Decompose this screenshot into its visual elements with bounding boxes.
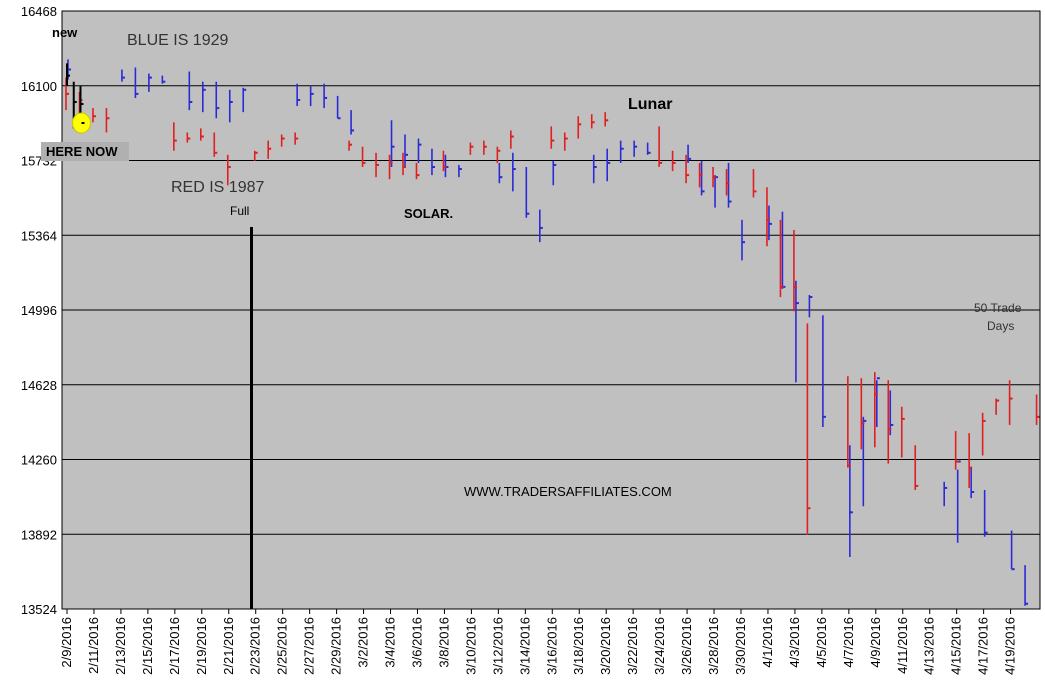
y-tick-label: 13892 (21, 527, 57, 542)
x-tick-label: 3/8/2016 (436, 617, 451, 668)
y-axis: 1646816100157321536414996146281426013892… (21, 4, 57, 617)
x-axis: 2/9/2016 2/11/2016 2/13/2016 2/15/2016 2/17/… (59, 609, 1018, 675)
x-tick-label: 4/5/2016 (814, 617, 829, 668)
x-tick-label: 2/17/2016 (167, 617, 182, 675)
x-tick-label: 3/26/2016 (679, 617, 694, 675)
annotation-website: WWW.TRADERSAFFILIATES.COM (464, 484, 672, 499)
price-bars (65, 59, 1040, 606)
y-tick-label: 16100 (21, 79, 57, 94)
x-tick-label: 2/19/2016 (194, 617, 209, 675)
x-tick-label: 3/30/2016 (733, 617, 748, 675)
x-tick-label: 2/29/2016 (329, 617, 344, 675)
x-tick-label: 4/13/2016 (922, 617, 937, 675)
x-tick-label: 4/7/2016 (841, 617, 856, 668)
x-tick-label: 2/9/2016 (59, 617, 74, 668)
annotation-blue-label: BLUE IS 1929 (127, 32, 229, 49)
x-tick-label: 3/6/2016 (409, 617, 424, 668)
full-moon-marker (250, 227, 253, 609)
x-tick-label: 3/10/2016 (463, 617, 478, 675)
x-tick-label: 3/24/2016 (652, 617, 667, 675)
annotation-trade-days-2: Days (987, 319, 1014, 333)
x-tick-label: 3/4/2016 (383, 617, 398, 668)
x-tick-label: 2/15/2016 (140, 617, 155, 675)
x-tick-label: 4/11/2016 (895, 617, 910, 674)
x-tick-label: 2/23/2016 (248, 617, 263, 675)
x-tick-label: 4/1/2016 (760, 617, 775, 668)
y-tick-label: 15364 (21, 228, 57, 243)
x-tick-label: 4/19/2016 (1003, 617, 1018, 675)
x-tick-label: 2/13/2016 (113, 617, 128, 675)
x-tick-label: 3/16/2016 (544, 617, 559, 675)
y-tick-label: 14260 (21, 453, 57, 468)
x-tick-label: 3/20/2016 (598, 617, 613, 675)
y-tick-label: 16468 (21, 4, 57, 19)
x-tick-label: 3/14/2016 (517, 617, 532, 675)
x-tick-label: 3/12/2016 (490, 617, 505, 675)
x-tick-label: 2/11/2016 (86, 617, 101, 674)
annotation-full: Full (230, 204, 249, 218)
x-tick-label: 4/9/2016 (868, 617, 883, 668)
x-tick-label: 2/21/2016 (221, 617, 236, 675)
x-tick-label: 3/18/2016 (571, 617, 586, 675)
y-tick-label: 13524 (21, 602, 57, 617)
x-tick-label: 4/15/2016 (949, 617, 964, 675)
x-tick-label: 2/27/2016 (302, 617, 317, 675)
x-tick-label: 4/3/2016 (787, 617, 802, 668)
annotation-solar: SOLAR. (404, 206, 453, 221)
y-tick-label: 14996 (21, 303, 57, 318)
annotation-red-label: RED IS 1987 (171, 179, 264, 196)
annotation-lunar: Lunar (628, 96, 672, 113)
x-tick-label: 3/22/2016 (625, 617, 640, 675)
x-tick-label: 2/25/2016 (275, 617, 290, 675)
x-tick-label: 3/2/2016 (356, 617, 371, 668)
annotation-new: new (52, 25, 78, 40)
gridlines (62, 85, 1040, 535)
x-tick-label: 4/17/2016 (976, 617, 991, 675)
x-tick-label: 3/28/2016 (706, 617, 721, 675)
here-now-box (41, 142, 129, 161)
y-tick-label: 14628 (21, 378, 57, 393)
annotation-here-now: HERE NOW (46, 144, 118, 159)
annotation-trade-days-1: 50 Trade (974, 301, 1022, 315)
